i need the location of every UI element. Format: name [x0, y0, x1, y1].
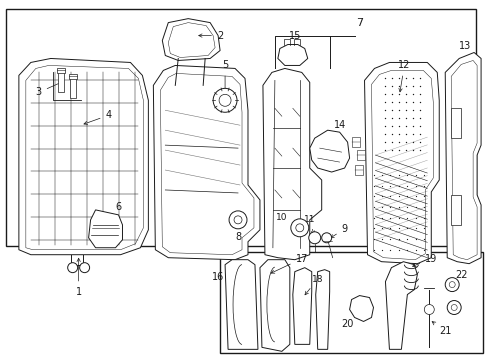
Circle shape — [213, 88, 237, 112]
Polygon shape — [309, 130, 349, 172]
Bar — [356, 150, 364, 160]
Text: 8: 8 — [234, 224, 241, 242]
Circle shape — [67, 263, 78, 273]
Polygon shape — [153, 66, 260, 260]
Polygon shape — [162, 19, 220, 60]
Bar — [450, 195, 460, 225]
Polygon shape — [444, 53, 480, 264]
Bar — [354, 165, 362, 175]
Text: 3: 3 — [36, 82, 62, 97]
Circle shape — [450, 305, 456, 310]
Circle shape — [290, 219, 308, 237]
Bar — [351, 137, 359, 147]
Bar — [68, 75, 77, 80]
Circle shape — [321, 233, 331, 243]
Text: 20: 20 — [341, 312, 357, 329]
Text: 12: 12 — [397, 60, 410, 92]
Polygon shape — [277, 45, 307, 66]
Polygon shape — [364, 62, 438, 264]
Bar — [450, 108, 460, 138]
Text: 18: 18 — [305, 275, 323, 295]
Text: 15: 15 — [288, 31, 301, 52]
Text: 5: 5 — [222, 60, 228, 97]
Circle shape — [80, 263, 89, 273]
Text: 1: 1 — [76, 258, 81, 297]
Text: 22: 22 — [454, 270, 467, 280]
Bar — [69, 78, 76, 98]
Polygon shape — [224, 260, 258, 349]
Polygon shape — [260, 260, 289, 351]
Bar — [57, 68, 64, 73]
Bar — [220, 252, 482, 353]
Polygon shape — [292, 268, 311, 345]
Circle shape — [234, 216, 242, 224]
Text: 11: 11 — [304, 215, 315, 234]
Text: 6: 6 — [107, 202, 122, 222]
Text: 21: 21 — [431, 321, 451, 336]
Circle shape — [228, 211, 246, 229]
Circle shape — [447, 301, 460, 315]
Circle shape — [295, 224, 303, 232]
Polygon shape — [385, 262, 416, 349]
Text: 9: 9 — [330, 224, 347, 238]
Polygon shape — [19, 58, 148, 255]
Circle shape — [219, 94, 230, 106]
Text: 2: 2 — [198, 31, 223, 41]
Text: 17: 17 — [270, 254, 307, 273]
Text: 19: 19 — [412, 254, 436, 267]
Text: 14: 14 — [330, 120, 345, 147]
Circle shape — [448, 282, 454, 288]
Polygon shape — [88, 210, 122, 248]
Text: 13: 13 — [458, 41, 470, 50]
Bar — [58, 72, 63, 92]
Circle shape — [444, 278, 458, 292]
Text: 10: 10 — [276, 213, 296, 226]
Text: 7: 7 — [355, 18, 363, 28]
Circle shape — [424, 305, 433, 315]
Polygon shape — [263, 68, 321, 260]
Polygon shape — [315, 270, 329, 349]
Polygon shape — [349, 296, 373, 321]
Circle shape — [308, 232, 320, 244]
Bar — [6, 9, 475, 246]
Text: 16: 16 — [211, 271, 224, 282]
Text: 4: 4 — [84, 110, 111, 125]
